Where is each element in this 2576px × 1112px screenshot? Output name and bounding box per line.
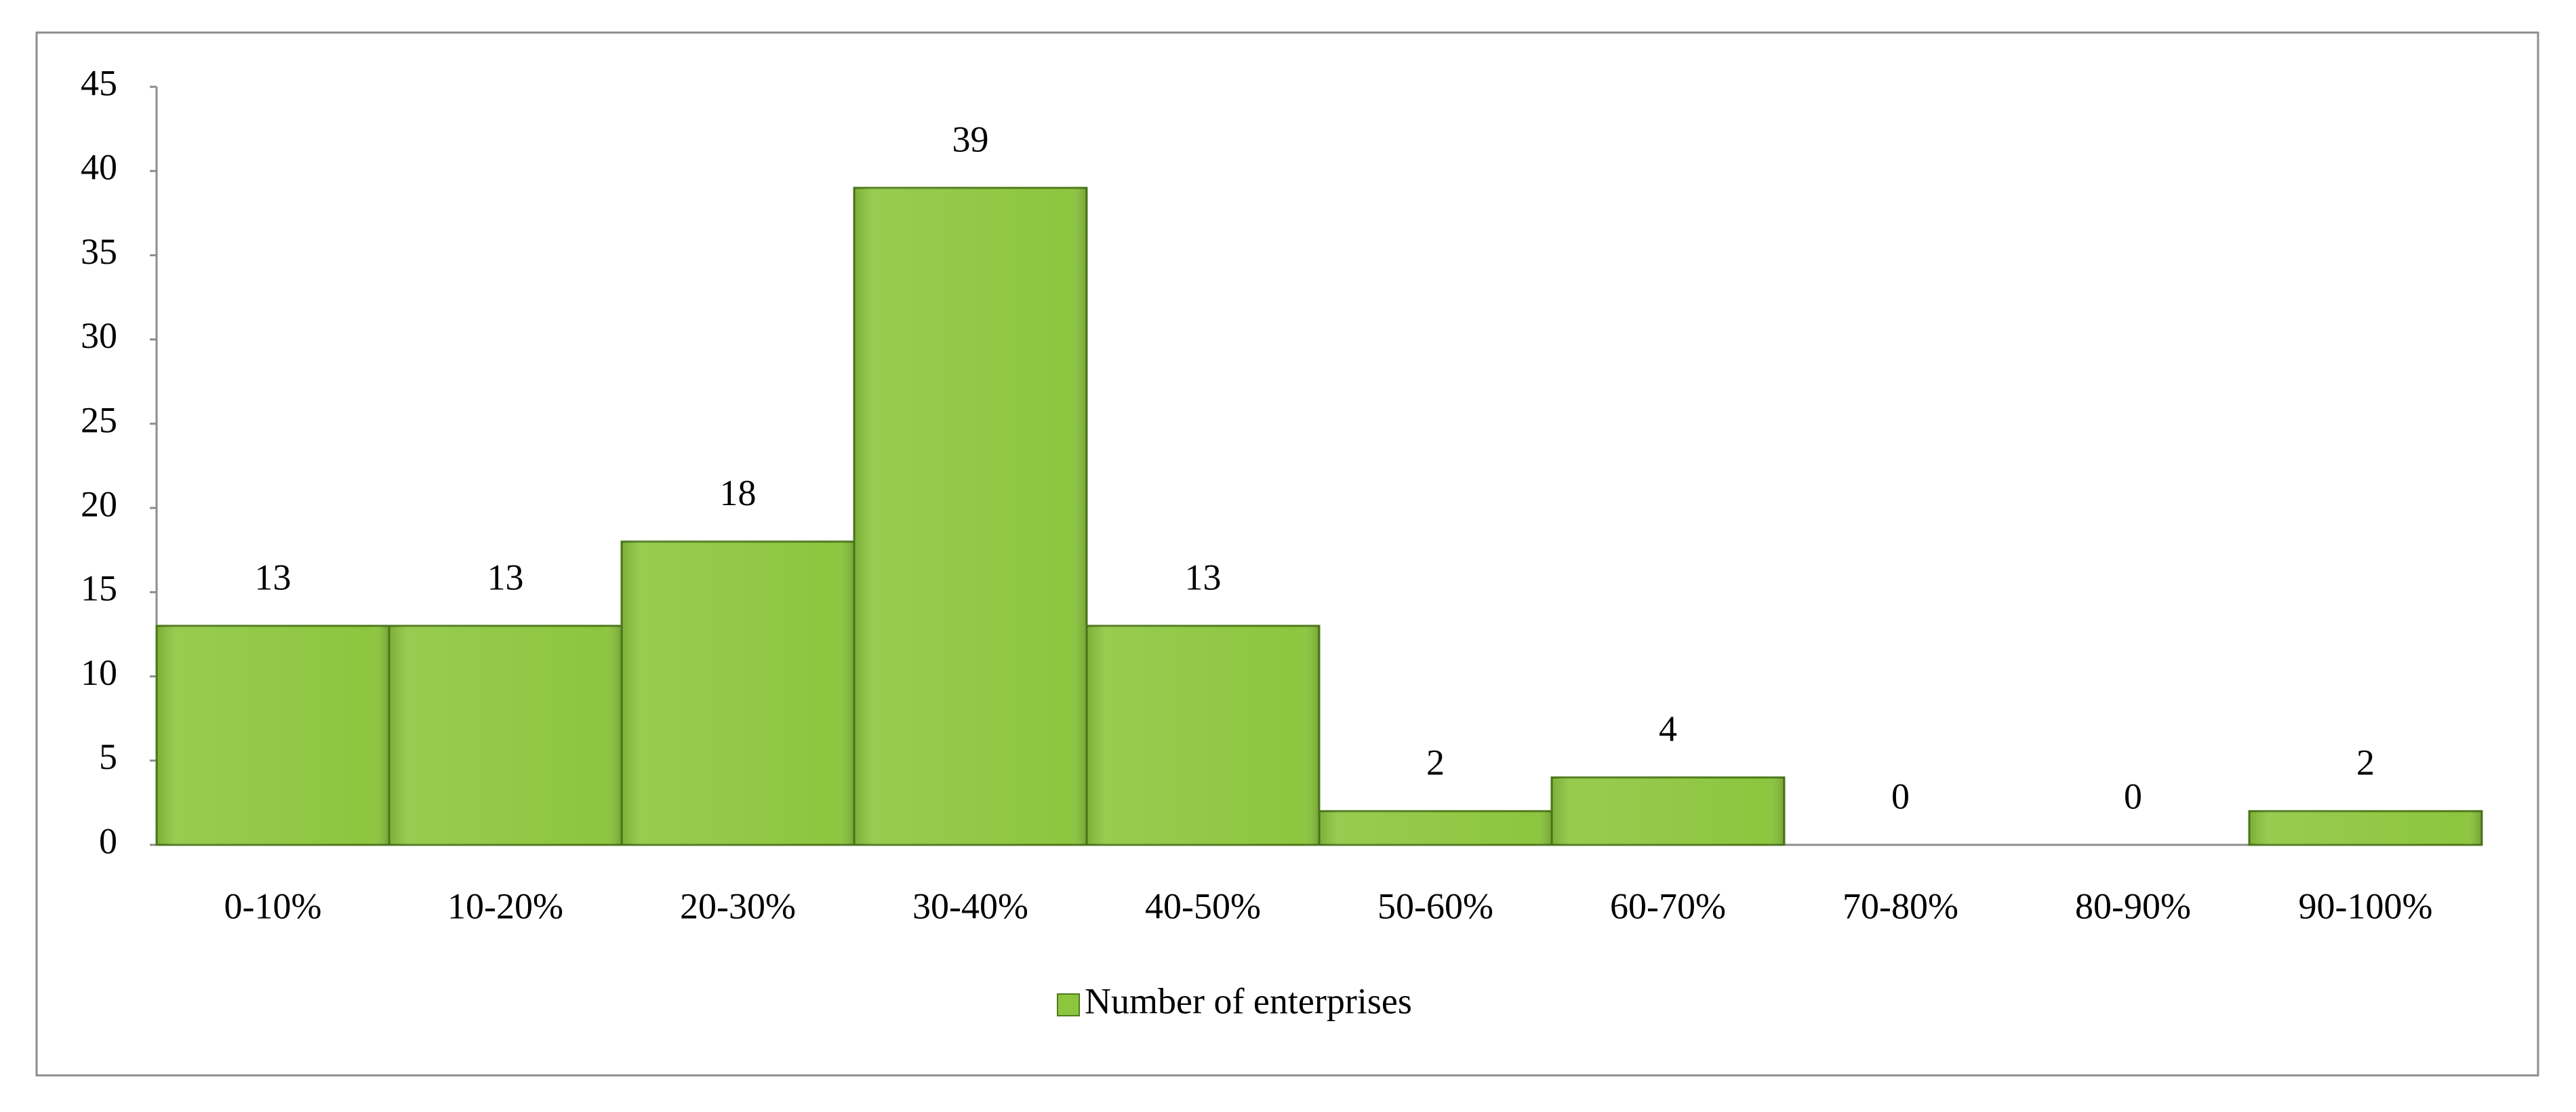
y-tick-label: 45: [81, 62, 117, 103]
x-tick-label: 10-20%: [447, 886, 563, 926]
y-tick-label: 15: [81, 568, 117, 609]
y-tick-label: 0: [99, 820, 117, 861]
value-label: 2: [2356, 742, 2375, 783]
value-label: 39: [952, 119, 989, 159]
bar: [1085, 624, 1321, 846]
x-tick-label: 60-70%: [1610, 886, 1726, 926]
x-tick-label: 90-100%: [2299, 886, 2433, 926]
x-tick-label: 80-90%: [2075, 886, 2191, 926]
bar: [155, 624, 390, 846]
bar: [2248, 810, 2483, 846]
x-tick-label: 30-40%: [912, 886, 1028, 926]
x-tick-label: 20-30%: [680, 886, 796, 926]
x-tick-label: 70-80%: [1843, 886, 1958, 926]
value-label: 0: [1891, 776, 1910, 816]
y-tick-label: 25: [81, 399, 117, 440]
value-label: 2: [1426, 742, 1445, 783]
y-tick-label: 5: [99, 736, 117, 777]
y-tick-label: 30: [81, 315, 117, 356]
bar: [853, 186, 1088, 846]
legend-swatch: [1057, 993, 1080, 1016]
value-label: 13: [255, 557, 291, 597]
value-label: 0: [2124, 776, 2142, 816]
bar: [620, 540, 856, 846]
y-tick-label: 20: [81, 484, 117, 525]
bar: [1318, 810, 1553, 846]
y-tick-label: 40: [81, 147, 117, 188]
x-tick-label: 50-60%: [1377, 886, 1493, 926]
bar: [388, 624, 623, 846]
bar: [1550, 776, 1786, 846]
value-label: 13: [1185, 557, 1222, 597]
legend-label: Number of enterprises: [1085, 980, 1412, 1021]
x-tick-label: 40-50%: [1145, 886, 1261, 926]
value-label: 4: [1659, 709, 1677, 749]
chart-frame: [35, 31, 2539, 1077]
y-tick-label: 10: [81, 652, 117, 693]
x-tick-label: 0-10%: [224, 886, 322, 926]
value-label: 18: [720, 473, 757, 513]
value-label: 13: [487, 557, 524, 597]
y-tick-label: 35: [81, 231, 117, 272]
